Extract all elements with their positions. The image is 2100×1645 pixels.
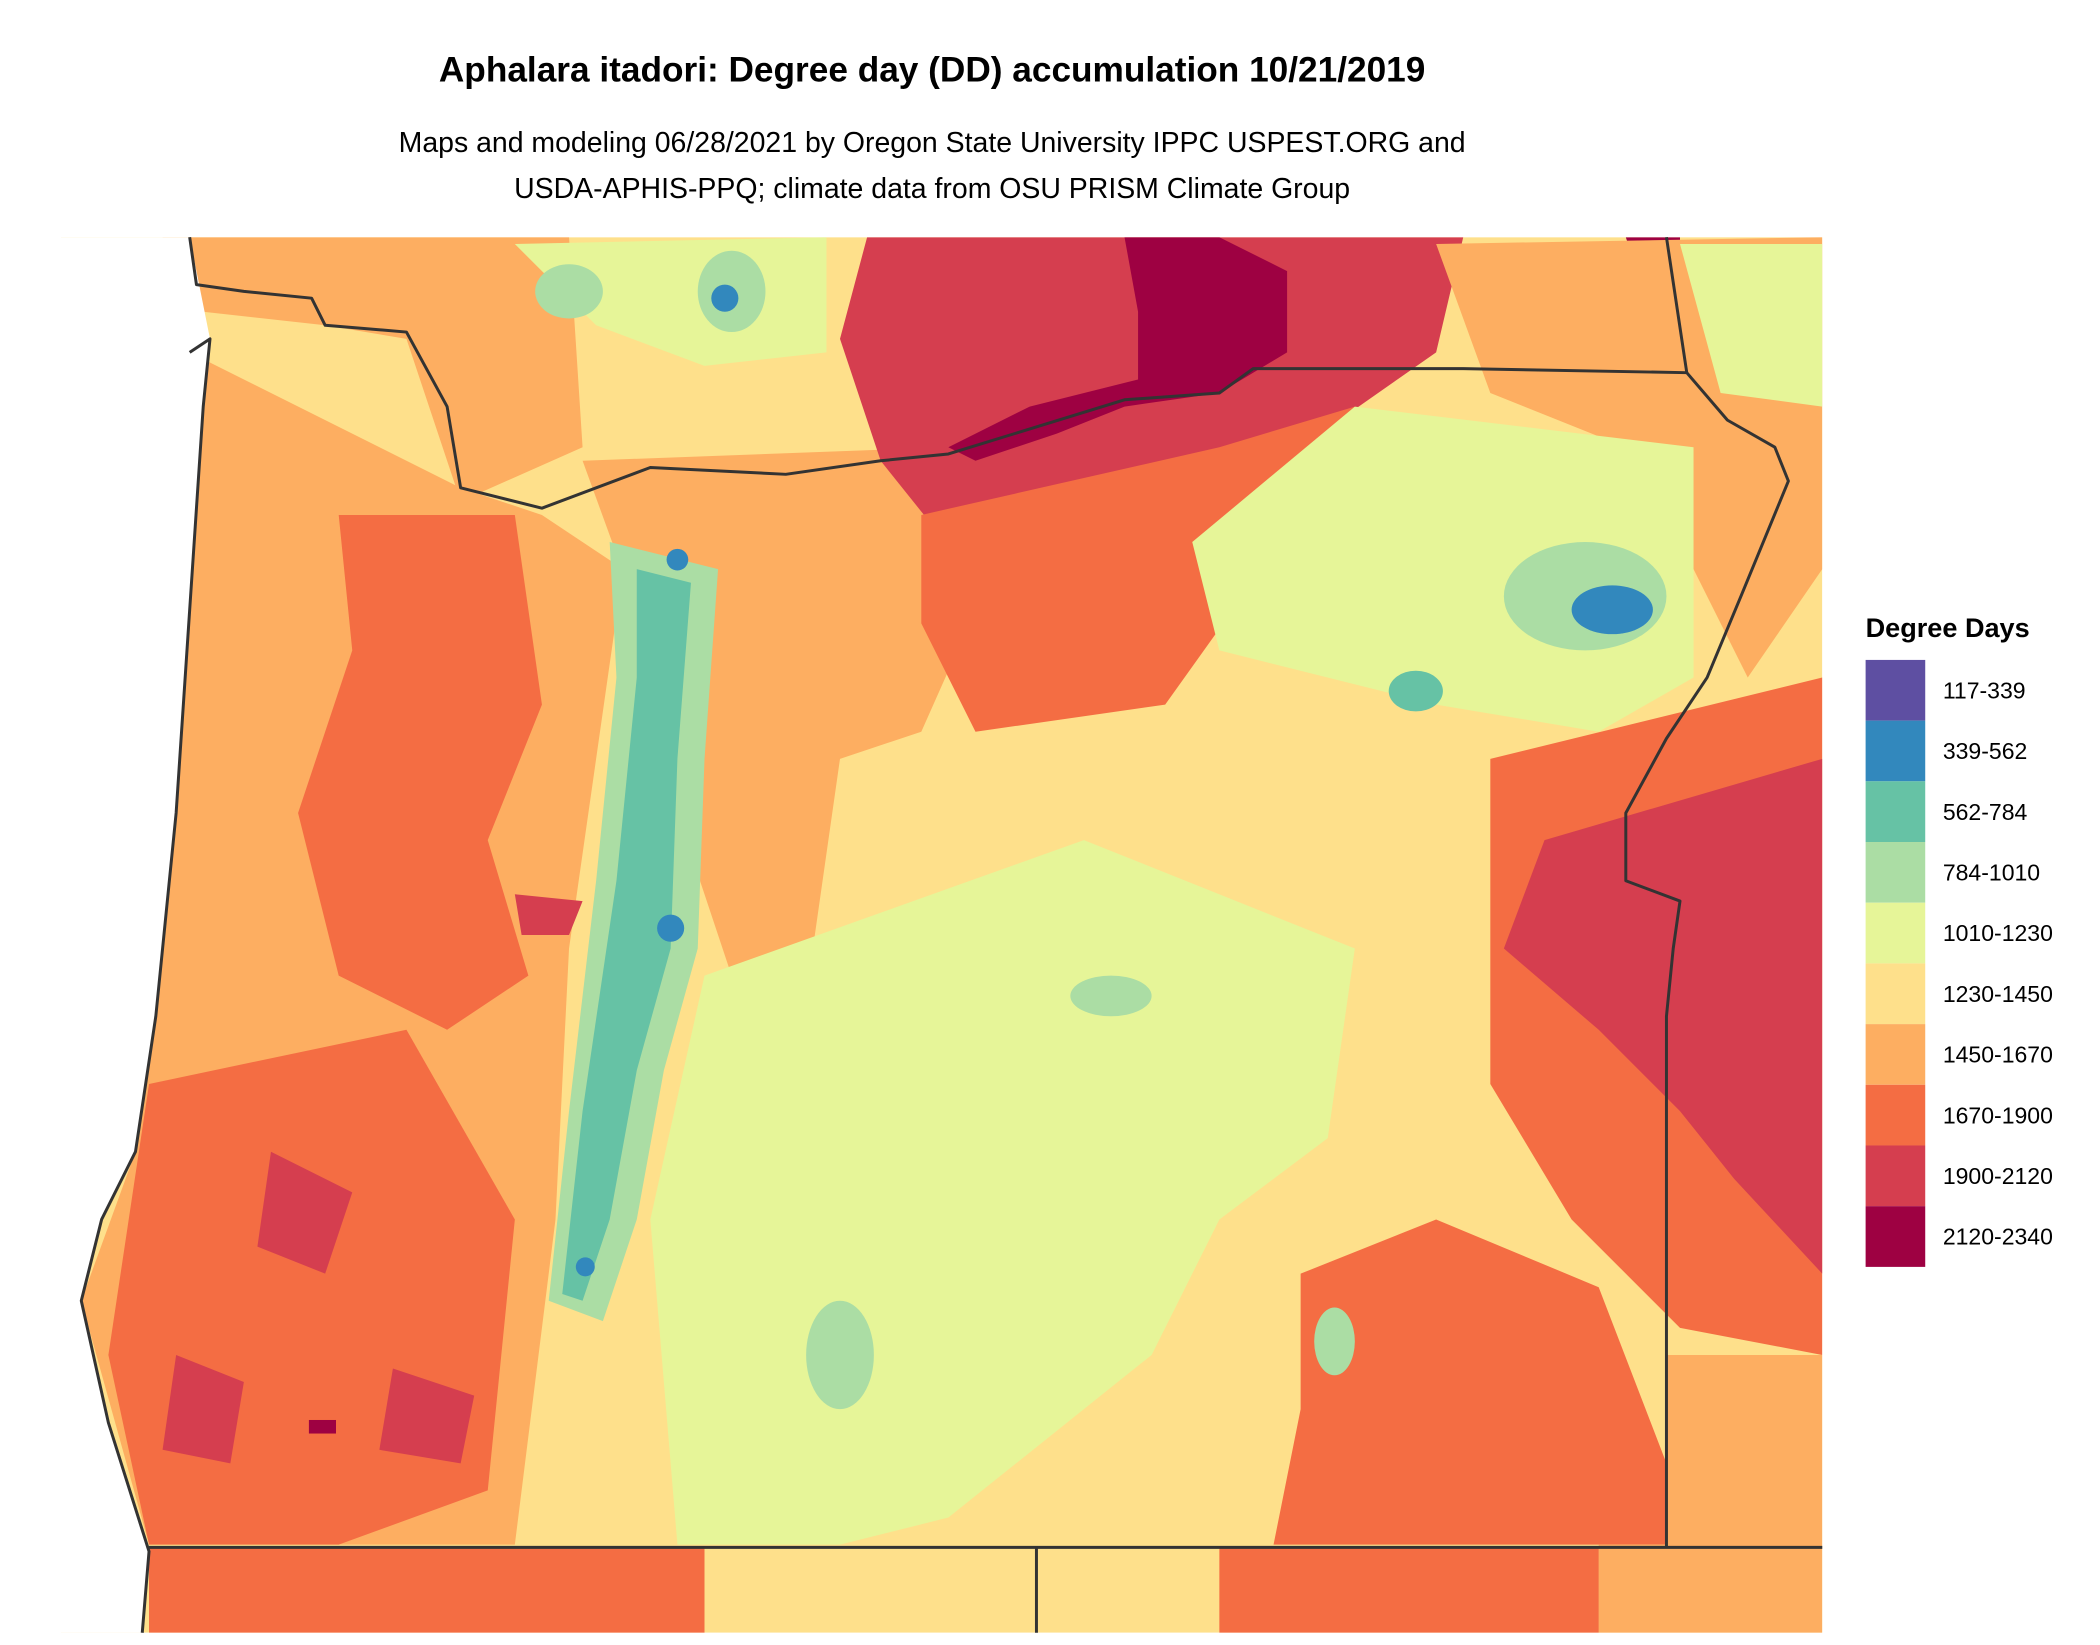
subtitle: Maps and modeling 06/28/2021 by Oregon S… — [399, 127, 1466, 159]
region — [298, 514, 542, 1030]
title: Aphalara itadori: Degree day (DD) accumu… — [439, 50, 1425, 89]
region — [562, 569, 691, 1301]
raster-map — [60, 237, 1823, 1633]
region — [149, 1547, 1599, 1633]
legend-label: 562-784 — [1943, 799, 2028, 825]
state-border — [188, 236, 1790, 1548]
legend-swatch — [1865, 1024, 1926, 1085]
region — [1598, 1354, 1823, 1633]
region — [1192, 406, 1694, 732]
legend-swatch — [1865, 1084, 1926, 1146]
ocean — [60, 237, 210, 1633]
region — [162, 894, 583, 1464]
region — [806, 1300, 874, 1410]
region — [948, 237, 1680, 461]
region — [657, 914, 685, 942]
region — [162, 237, 583, 502]
legend-swatch — [1865, 720, 1926, 782]
legend-title: Degree Days — [1866, 612, 2030, 643]
legend-label: 2120-2340 — [1943, 1224, 2053, 1250]
region — [308, 1419, 336, 1434]
region — [666, 548, 689, 571]
legend-label: 1670-1900 — [1943, 1102, 2053, 1128]
legend: Degree Days 117-339 339-562 562-784 784-101… — [1865, 612, 2053, 1267]
region — [1680, 243, 1823, 407]
legend-swatch — [1865, 902, 1926, 964]
legend-label: 1900-2120 — [1943, 1163, 2053, 1189]
legend-swatch — [1865, 781, 1926, 843]
legend-swatch — [1865, 659, 1926, 721]
legend-label: 1010-1230 — [1943, 920, 2053, 946]
region — [1314, 1307, 1355, 1376]
region — [575, 1257, 595, 1277]
legend-label: 117-339 — [1943, 677, 2026, 703]
legend-label: 339-562 — [1943, 738, 2027, 764]
legend-swatch — [1865, 1145, 1926, 1207]
legend-swatch — [1865, 963, 1926, 1025]
region — [1273, 1219, 1667, 1545]
region — [1503, 758, 1823, 1274]
state-border — [1664, 236, 1689, 373]
region — [1571, 585, 1653, 635]
legend-label: 784-1010 — [1943, 859, 2040, 885]
region — [711, 284, 739, 312]
region — [535, 264, 603, 319]
legend-swatch — [1865, 842, 1926, 903]
subtitle: USDA-APHIS-PPQ; climate data from OSU PR… — [514, 173, 1350, 205]
borders — [79, 236, 1823, 1633]
legend-label: 1230-1450 — [1943, 981, 2053, 1007]
region — [1070, 975, 1152, 1017]
legend-swatch — [1865, 1206, 1926, 1267]
legend-label: 1450-1670 — [1943, 1042, 2053, 1068]
region — [1388, 670, 1443, 712]
coastline — [79, 337, 212, 1633]
